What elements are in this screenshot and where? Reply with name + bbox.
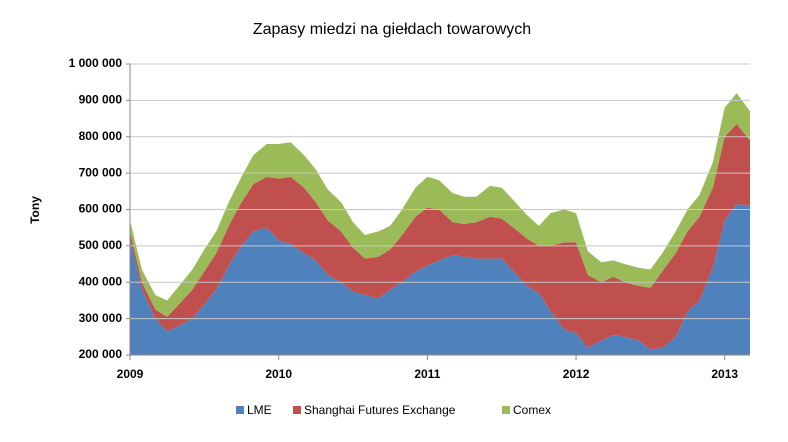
y-tick-label: 1 000 000 <box>69 56 123 70</box>
legend-label: LME <box>247 403 272 417</box>
legend-swatch <box>236 406 244 414</box>
y-tick-label: 600 000 <box>79 202 123 216</box>
y-tick-label: 500 000 <box>79 238 123 252</box>
legend-swatch <box>293 406 301 414</box>
legend-label: Comex <box>513 403 551 417</box>
legend-swatch <box>502 406 510 414</box>
y-tick-label: 200 000 <box>79 347 123 361</box>
y-tick-label: 800 000 <box>79 129 123 143</box>
x-tick-label: 2009 <box>117 367 144 381</box>
area <box>130 93 750 317</box>
x-tick-label: 2012 <box>563 367 590 381</box>
x-tick-label: 2010 <box>265 367 292 381</box>
y-tick-label: 900 000 <box>79 93 123 107</box>
y-tick-label: 700 000 <box>79 165 123 179</box>
legend-label: Shanghai Futures Exchange <box>304 403 456 417</box>
y-axis-label: Tony <box>28 196 42 224</box>
y-tick-label: 300 000 <box>79 311 123 325</box>
plot-area <box>130 93 750 355</box>
y-tick-label: 400 000 <box>79 274 123 288</box>
area <box>130 204 750 355</box>
x-tick-label: 2011 <box>414 367 440 381</box>
chart-title: Zapasy miedzi na giełdach towarowych <box>253 21 531 38</box>
x-tick-label: 2013 <box>711 367 738 381</box>
area <box>130 124 750 350</box>
